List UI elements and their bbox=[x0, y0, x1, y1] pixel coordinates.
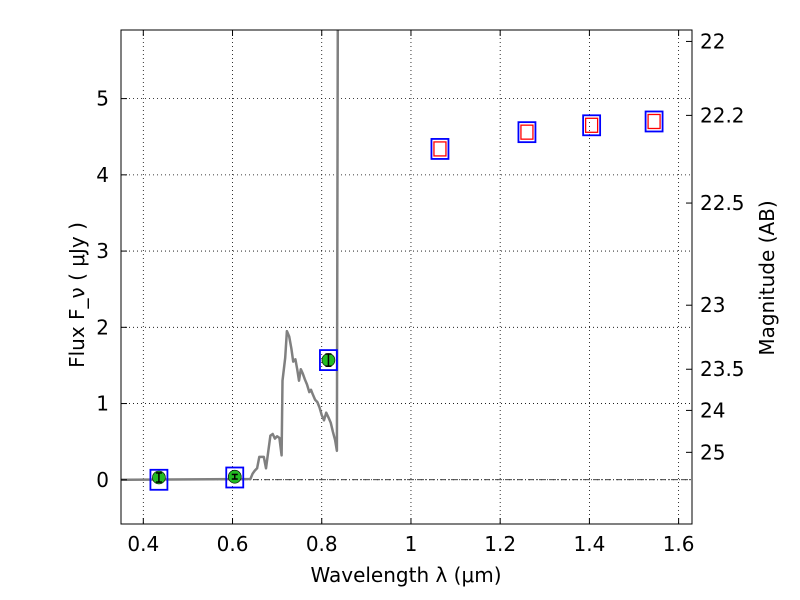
model-photometry-square bbox=[582, 114, 602, 137]
plot-frame bbox=[120, 29, 693, 525]
right-tick-label: 25 bbox=[700, 440, 725, 464]
upper-limit-square bbox=[433, 141, 447, 157]
data-layer bbox=[121, 30, 692, 491]
x-tick-label: 1.6 bbox=[663, 532, 695, 556]
model-photometry-square bbox=[517, 121, 537, 144]
y-tick-label: 5 bbox=[96, 87, 109, 111]
right-tick-label: 22.5 bbox=[700, 191, 745, 215]
x-tick-label: 1 bbox=[405, 532, 418, 556]
y-tick-label: 1 bbox=[96, 392, 109, 416]
model-photometry-square bbox=[149, 468, 169, 491]
y-axis-label-right: Magnitude (AB) bbox=[755, 200, 779, 355]
upper-limit-square bbox=[520, 124, 534, 140]
right-tick-label: 24 bbox=[700, 398, 725, 422]
right-tick-label: 22 bbox=[700, 29, 725, 53]
x-axis-label: Wavelength λ (μm) bbox=[310, 563, 501, 587]
y-tick-label: 4 bbox=[96, 163, 109, 187]
y-axis-label-left: Flux F_ν ( μJy ) bbox=[65, 222, 89, 368]
upper-limit-square bbox=[584, 117, 599, 133]
model-photometry-square bbox=[430, 138, 450, 160]
x-tick-label: 0.8 bbox=[306, 532, 338, 556]
tick-layer: 0.4 0.6 0.8 1 1.2 1.4 1.60123452222.222.52323.… bbox=[96, 29, 744, 556]
x-tick-label: 1.2 bbox=[484, 532, 516, 556]
x-tick-label: 0.6 bbox=[217, 532, 249, 556]
x-tick-label: 0.4 bbox=[127, 532, 159, 556]
model-photometry-square bbox=[225, 466, 245, 489]
upper-limit-square bbox=[647, 113, 661, 130]
right-tick-label: 22.2 bbox=[700, 103, 745, 127]
model-photometry-square bbox=[319, 349, 338, 371]
y-tick-label: 0 bbox=[96, 468, 109, 492]
right-tick-label: 23 bbox=[700, 293, 725, 317]
y-tick-label: 2 bbox=[96, 315, 109, 339]
model-photometry-square bbox=[644, 110, 664, 133]
right-tick-label: 23.5 bbox=[700, 357, 745, 381]
y-tick-label: 3 bbox=[96, 239, 109, 263]
model-spectrum-line bbox=[121, 30, 340, 482]
x-tick-label: 1.4 bbox=[573, 532, 605, 556]
